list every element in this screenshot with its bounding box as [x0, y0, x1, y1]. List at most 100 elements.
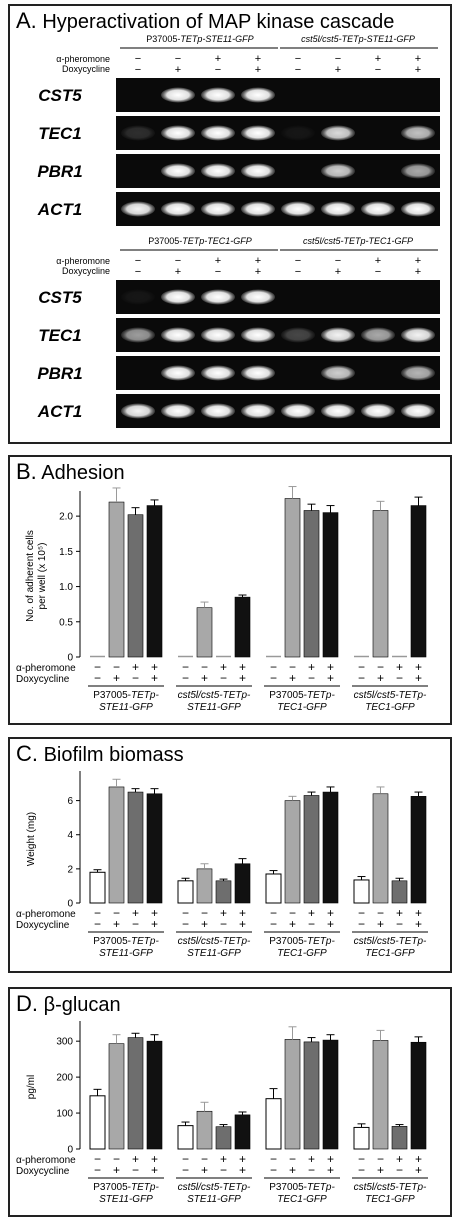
pheromone-sign: − — [295, 255, 301, 267]
doxycycline-sign: + — [377, 917, 384, 931]
bar — [284, 800, 301, 904]
strain-right-label: cst5l/cst5-TETp-STE11-GFP — [301, 34, 415, 44]
doxycycline-sign: + — [377, 671, 384, 685]
pheromone-sign: − — [289, 1152, 296, 1166]
strain-left-label: P37005-TETp-TEC1-GFP — [148, 236, 252, 246]
row-label-doxycycline: Doxycycline — [16, 1166, 70, 1177]
doxycycline-sign: + — [415, 64, 421, 76]
bar — [108, 501, 125, 658]
gel-band — [401, 365, 435, 381]
gel-band — [241, 87, 275, 103]
pheromone-sign: + — [215, 255, 221, 267]
pheromone-sign: − — [182, 906, 189, 920]
doxycycline-sign: + — [175, 64, 181, 76]
bar — [177, 880, 194, 904]
doxycycline-sign: − — [94, 917, 101, 931]
group-label: cst5l/cst5-TETp- — [354, 936, 427, 947]
row-label-pheromone: α-pheromone — [16, 909, 76, 920]
y-tick-label: 0.5 — [59, 617, 73, 628]
bar — [322, 512, 339, 658]
bar — [89, 1095, 106, 1150]
bar — [108, 786, 125, 904]
panel-d-glucan: D. β-glucan pg/ml 0 100 200 300− − − + + − + + P3700… — [8, 987, 452, 1217]
pheromone-sign: + — [415, 255, 421, 267]
pheromone-sign: + — [396, 1152, 403, 1166]
pheromone-sign: + — [151, 660, 158, 674]
gel-band — [161, 403, 195, 419]
pheromone-sign: + — [375, 255, 381, 267]
y-axis-label: No. of adherent cellsper well (x 10⁵) — [25, 530, 48, 622]
doxycycline-sign: − — [182, 671, 189, 685]
gel-band — [201, 365, 235, 381]
group-label-line2: TEC1-GFP — [365, 1194, 415, 1205]
group-label-line2: TEC1-GFP — [277, 702, 327, 713]
doxycycline-sign: + — [113, 671, 120, 685]
doxycycline-sign: + — [151, 1163, 158, 1177]
group-label: P37005-TETp- — [269, 690, 335, 701]
row-label-pheromone: α-pheromone — [56, 54, 110, 64]
pheromone-sign: − — [135, 53, 141, 65]
doxycycline-sign: − — [215, 266, 221, 278]
doxycycline-sign: + — [113, 917, 120, 931]
pheromone-sign: + — [215, 53, 221, 65]
group-label-line2: STE11-GFP — [99, 1194, 153, 1205]
group-label: P37005-TETp- — [93, 690, 159, 701]
y-axis-label: pg/ml — [26, 1075, 37, 1099]
doxycycline-sign: − — [308, 1163, 315, 1177]
bar — [127, 791, 144, 904]
bar — [234, 596, 251, 658]
pheromone-sign: − — [182, 1152, 189, 1166]
doxycycline-sign: − — [358, 917, 365, 931]
group-label-line2: STE11-GFP — [187, 948, 241, 959]
doxycycline-sign: − — [215, 64, 221, 76]
doxycycline-sign: − — [396, 671, 403, 685]
glucan-chart: pg/ml0100200300−−−++−++P37005-TETp-STE11… — [16, 1021, 428, 1205]
gel-band — [121, 327, 155, 343]
doxycycline-sign: − — [94, 671, 101, 685]
gel-band — [201, 87, 235, 103]
group-label: cst5l/cst5-TETp- — [354, 1182, 427, 1193]
bar — [322, 791, 339, 904]
doxycycline-sign: + — [335, 64, 341, 76]
bar — [196, 868, 213, 904]
bar — [410, 796, 427, 904]
gel-band — [401, 327, 435, 343]
group-label-line2: STE11-GFP — [187, 702, 241, 713]
group-label: cst5l/cst5-TETp- — [178, 936, 251, 947]
bar — [177, 1125, 194, 1150]
y-tick-label: 1.5 — [59, 547, 73, 558]
gel-band — [201, 163, 235, 179]
pheromone-sign: − — [377, 906, 384, 920]
panel-b-letter: B. — [16, 459, 37, 484]
gel-band — [321, 163, 355, 179]
doxycycline-sign: − — [358, 1163, 365, 1177]
pheromone-sign: + — [132, 660, 139, 674]
doxycycline-sign: − — [220, 917, 227, 931]
doxycycline-sign: − — [375, 266, 381, 278]
panel-a-title-text: Hyperactivation of MAP kinase cascade — [42, 11, 395, 33]
bar — [234, 1114, 251, 1150]
doxycycline-sign: + — [239, 1163, 246, 1177]
doxycycline-sign: + — [289, 671, 296, 685]
y-tick-label: 4 — [67, 830, 73, 841]
gel-band — [121, 289, 155, 305]
pheromone-sign: − — [377, 1152, 384, 1166]
pheromone-sign: − — [113, 906, 120, 920]
pheromone-sign: − — [295, 53, 301, 65]
pheromone-sign: + — [132, 1152, 139, 1166]
pheromone-sign: + — [327, 1152, 334, 1166]
bar — [284, 498, 301, 658]
doxycycline-sign: + — [327, 671, 334, 685]
pheromone-sign: − — [358, 906, 365, 920]
pheromone-sign: + — [327, 660, 334, 674]
biofilm-chart: Weight (mg)0246−−−++−++P37005-TETp-STE11… — [16, 771, 428, 959]
pheromone-sign: + — [239, 906, 246, 920]
doxycycline-sign: − — [135, 266, 141, 278]
doxycycline-sign: − — [182, 917, 189, 931]
panel-c-title: C. Biofilm biomass — [16, 741, 184, 767]
row-label-pheromone: α-pheromone — [16, 1155, 76, 1166]
pheromone-sign: − — [94, 1152, 101, 1166]
gel-band — [281, 327, 315, 343]
doxycycline-sign: + — [327, 1163, 334, 1177]
bar — [127, 1037, 144, 1150]
